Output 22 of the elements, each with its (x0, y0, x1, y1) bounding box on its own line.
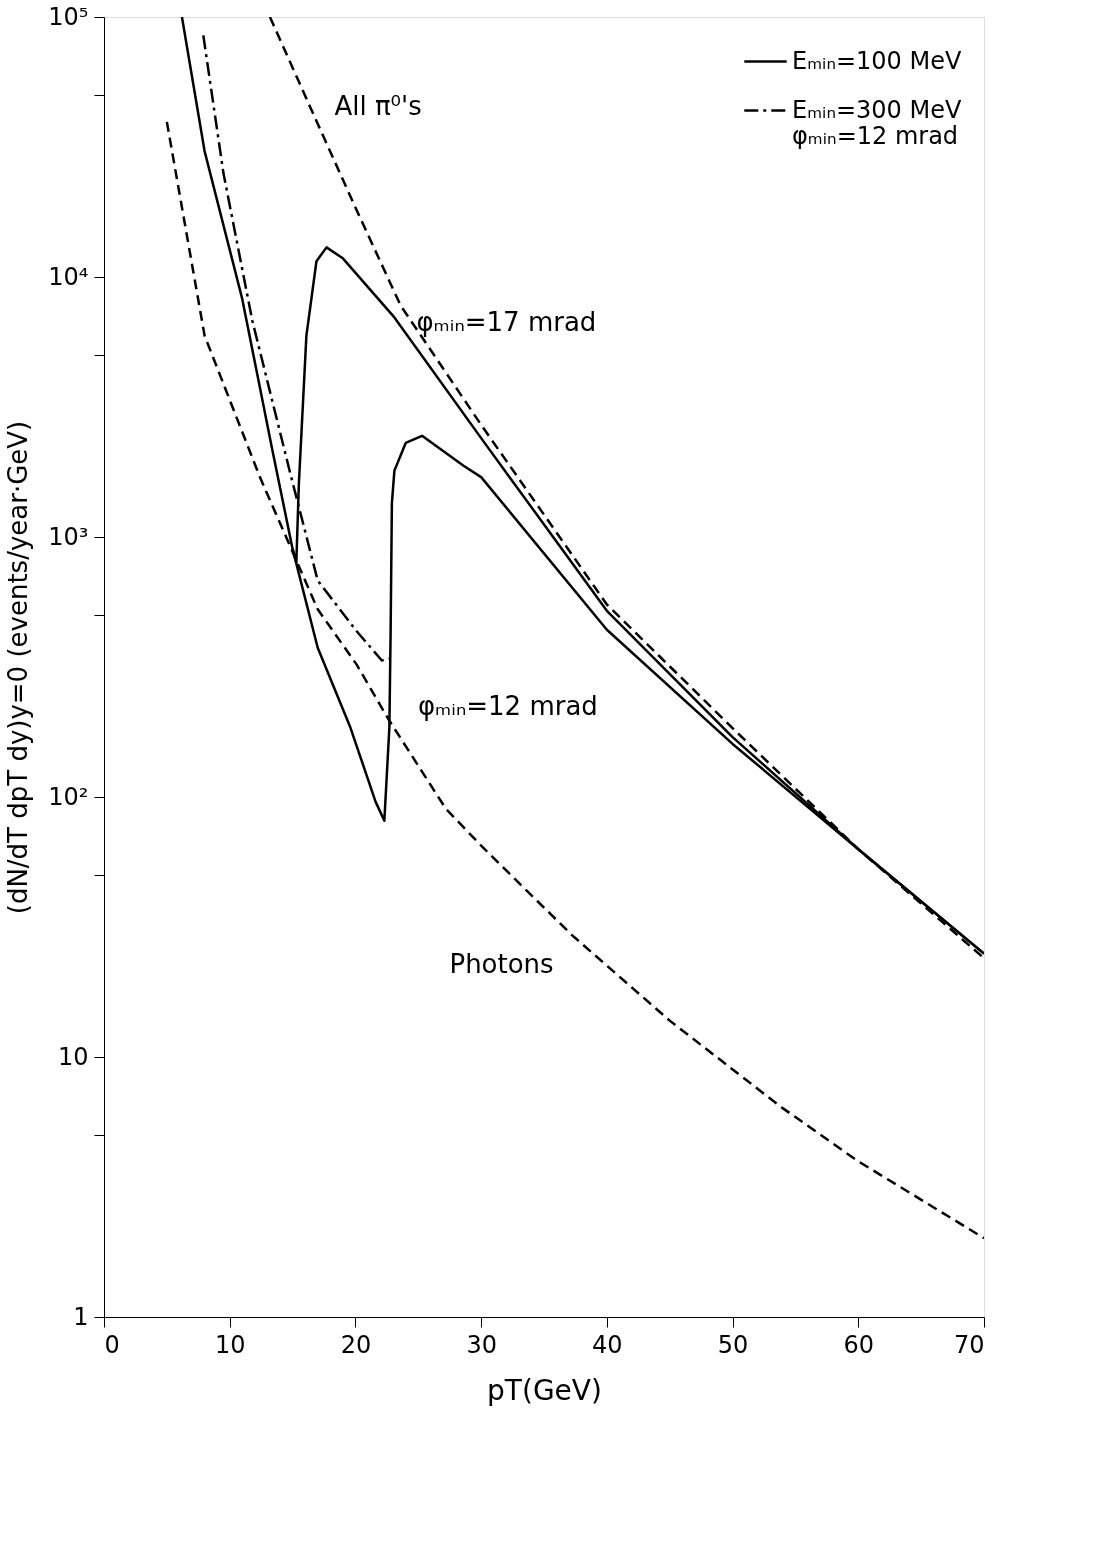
legend-label: Eₘᵢₙ=100 MeV (792, 46, 962, 75)
annotation: φₘᵢₙ=12 mrad (417, 691, 598, 722)
y-tick-label: 1 (73, 1302, 89, 1331)
x-tick-label: 0 (104, 1330, 120, 1359)
y-tick-label: 10³ (48, 522, 89, 551)
x-tick-label: 60 (843, 1330, 875, 1359)
x-tick-label: 50 (717, 1330, 749, 1359)
y-tick-label: 10 (57, 1042, 89, 1071)
x-tick-label: 30 (466, 1330, 497, 1359)
x-tick-label: 20 (340, 1330, 372, 1359)
x-tick-label: 40 (592, 1330, 623, 1359)
annotation: All π⁰'s (334, 91, 422, 122)
y-tick-label: 10⁵ (48, 2, 89, 31)
y-tick-label: 10⁴ (48, 262, 89, 291)
x-axis-title: pT(GeV) (487, 1373, 602, 1407)
legend-label: Eₘᵢₙ=300 MeV φₘᵢₙ=12 mrad (792, 95, 962, 150)
annotation: Photons (449, 948, 554, 979)
x-tick-label: 10 (214, 1330, 246, 1359)
x-tick-label: 70 (953, 1330, 985, 1359)
y-tick-label: 10² (48, 782, 89, 811)
y-axis-title: (dN/dT dpT dy)y=0 (events/year·GeV) (3, 420, 34, 915)
annotation: φₘᵢₙ=17 mrad (416, 307, 597, 338)
